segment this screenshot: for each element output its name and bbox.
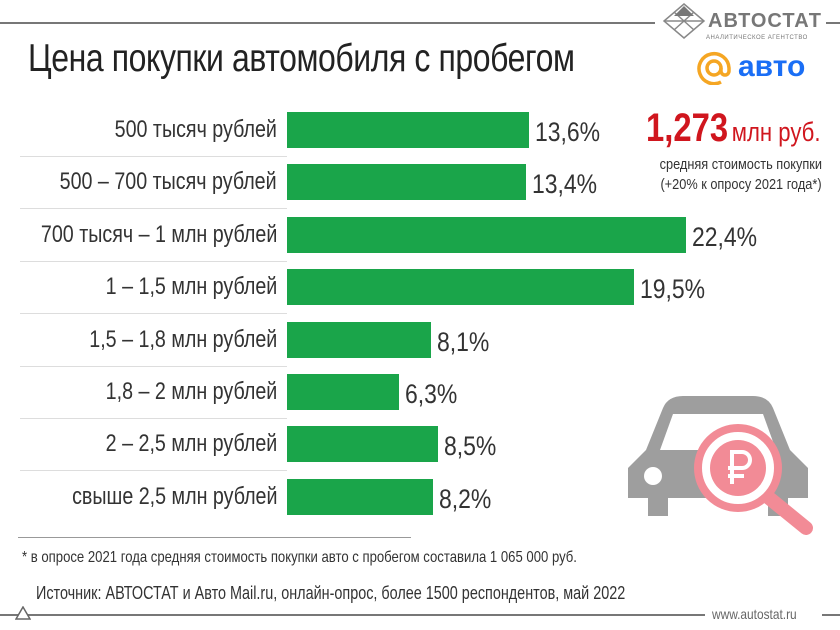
row-separator <box>20 418 287 419</box>
category-label: 2 – 2,5 млн рублей <box>105 430 277 458</box>
category-label: 1,8 – 2 млн рублей <box>105 378 277 405</box>
row-separator <box>20 260 287 262</box>
category-label: 1 – 1,5 млн рублей <box>105 273 277 301</box>
category-label: 500 тысяч рублей <box>114 116 277 143</box>
bar <box>287 374 400 410</box>
highlight-caption-1: средняя стоимость покупки <box>659 156 822 173</box>
value-label: 13,6% <box>535 117 601 147</box>
value-label: 8,5% <box>444 431 497 462</box>
row-separator <box>20 470 287 472</box>
value-label: 22,4% <box>691 221 757 252</box>
mail-at-icon <box>697 51 731 85</box>
category-label: 700 тысяч – 1 млн рублей <box>40 220 277 248</box>
top-rule-right <box>826 22 840 24</box>
footnote: * в опросе 2021 года средняя стоимость п… <box>22 549 577 566</box>
bar <box>287 269 635 306</box>
value-label: 8,1% <box>437 326 490 357</box>
category-label: 1,5 – 1,8 млн рублей <box>88 325 277 353</box>
source: Источник: АВТОСТАТ и Авто Mail.ru, онлай… <box>36 583 626 603</box>
category-label: свыше 2,5 млн рублей <box>71 482 277 510</box>
bar <box>287 478 433 515</box>
bar <box>287 164 526 201</box>
highlight-caption-2: (+20% к опросу 2021 года*) <box>660 176 822 193</box>
autostat-logo-icon <box>662 3 706 39</box>
category-label: 500 – 700 тысяч рублей <box>60 168 277 196</box>
top-rule <box>0 22 655 24</box>
bar <box>287 426 439 463</box>
highlight-unit: млн руб. <box>731 117 821 147</box>
row-separator <box>20 313 287 315</box>
autostat-small-icon <box>15 606 31 620</box>
highlight-number: 1,273 <box>646 106 729 150</box>
row-separator <box>20 208 287 210</box>
autostat-logo-subtext: АНАЛИТИЧЕСКОЕ АГЕНТСТВО <box>706 35 808 41</box>
website: www.autostat.ru <box>712 606 797 622</box>
bar <box>287 321 432 358</box>
bar <box>287 216 686 253</box>
row-separator <box>20 365 287 367</box>
mail-avto-logo-text: авто <box>738 50 806 83</box>
value-label: 6,3% <box>405 379 458 409</box>
car-ruble-magnifier-icon <box>628 396 813 535</box>
value-label: 13,4% <box>531 169 597 200</box>
bar <box>287 112 530 148</box>
bottom-rule-right <box>822 614 840 616</box>
chart-title: Цена покупки автомобиля с пробегом <box>28 37 575 80</box>
value-label: 19,5% <box>640 274 706 305</box>
autostat-logo-text: АВТОСТАТ <box>708 10 822 32</box>
bottom-rule <box>0 614 705 616</box>
chart-bottom-rule <box>18 537 411 538</box>
highlight-value: 1,273 млн руб. <box>646 106 820 150</box>
row-separator <box>20 156 287 157</box>
value-label: 8,2% <box>438 483 492 514</box>
